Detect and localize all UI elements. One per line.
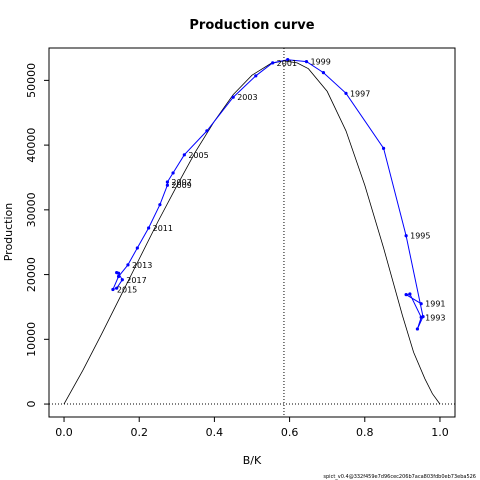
data-point (231, 95, 235, 99)
plot-frame (48, 47, 456, 418)
data-point (404, 293, 408, 297)
data-point (421, 315, 425, 319)
year-label: 1993 (425, 313, 445, 322)
data-point (286, 58, 290, 62)
data-point (135, 246, 139, 250)
data-point (415, 327, 420, 331)
year-label: 1991 (425, 300, 445, 309)
y-tick-label: 0 (25, 401, 38, 408)
year-label: 2005 (188, 151, 208, 160)
data-point (344, 91, 348, 95)
year-label: 2007 (171, 178, 191, 187)
data-point (116, 274, 121, 279)
data-point (158, 203, 162, 207)
y-tick-label: 30000 (25, 192, 38, 227)
year-label: 2015 (117, 285, 137, 294)
data-point (404, 234, 408, 238)
chart-title: Production curve (189, 18, 314, 33)
x-tick-label: 1.0 (431, 426, 449, 439)
theoretical-production-curve (63, 60, 441, 405)
year-label: 2003 (237, 93, 257, 102)
y-tick-label: 20000 (25, 257, 38, 292)
year-label: 1995 (410, 232, 430, 241)
year-label: 1997 (350, 89, 370, 98)
data-point (165, 183, 170, 187)
data-point (271, 61, 275, 65)
year-label: 1999 (311, 58, 331, 67)
year-label: 2017 (126, 276, 146, 285)
data-point (304, 59, 309, 64)
data-point (182, 153, 186, 157)
data-point (165, 180, 170, 184)
year-label: 2009 (171, 181, 191, 190)
data-point (254, 74, 258, 78)
year-label: 2013 (132, 261, 152, 270)
data-point (381, 146, 386, 150)
data-point (419, 302, 423, 306)
data-point (321, 71, 326, 75)
x-tick-label: 0.2 (130, 426, 148, 439)
data-point (120, 278, 124, 282)
y-tick-label: 10000 (25, 322, 38, 357)
x-axis: 0.0 0.2 0.4 0.6 0.8 1.0 (55, 417, 449, 439)
x-tick-label: 0.0 (55, 426, 73, 439)
year-labels: 1991 1993 1995 1997 1999 2001 2003 2005 20072009… (117, 58, 446, 323)
data-point (115, 286, 119, 290)
data-point (115, 271, 119, 275)
year-label: 2011 (153, 224, 173, 233)
version-footer: spict_v0.4@332f459e7d96cec206b7aca803fdb… (323, 474, 476, 480)
x-tick-label: 0.6 (281, 426, 299, 439)
year-label: 2001 (277, 59, 297, 68)
estimated-production-series (111, 59, 424, 330)
data-point (111, 287, 115, 292)
x-tick-label: 0.4 (206, 426, 224, 439)
data-points (111, 58, 425, 331)
data-point (408, 292, 412, 296)
y-axis-label: Production (2, 203, 15, 262)
data-point (126, 263, 130, 267)
x-tick-label: 0.8 (356, 426, 374, 439)
y-axis: 0 10000 20000 30000 40000 50000 (25, 63, 49, 408)
y-tick-label: 50000 (25, 63, 38, 98)
x-axis-label: B/K (243, 454, 262, 467)
data-point (171, 171, 175, 175)
data-point (147, 226, 151, 230)
y-tick-label: 40000 (25, 128, 38, 163)
data-point (205, 129, 209, 133)
